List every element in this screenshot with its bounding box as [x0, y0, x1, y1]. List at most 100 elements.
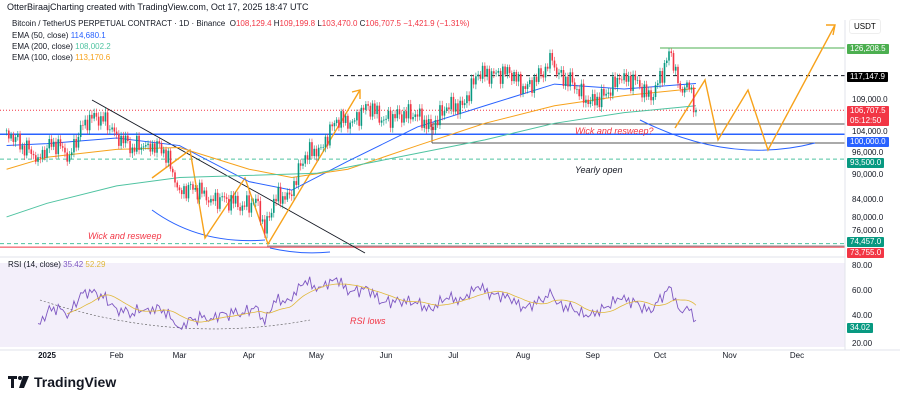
candle-body: [10, 134, 12, 139]
candle-body: [589, 101, 592, 105]
candle-body: [362, 107, 365, 110]
candle-body: [133, 147, 136, 152]
candle-body: [239, 207, 241, 211]
candle-body: [674, 66, 677, 71]
candle-body: [600, 88, 603, 108]
candle-body: [378, 105, 381, 123]
rsi-line: [37, 276, 697, 331]
candle-body: [400, 114, 403, 123]
candle-body: [88, 114, 91, 131]
candle-body: [654, 85, 657, 97]
rsi-legend[interactable]: RSI (14, close) 35.42 52.29: [8, 260, 105, 270]
candle-body: [531, 80, 533, 93]
candle-body: [52, 141, 55, 147]
candle-body: [138, 135, 140, 150]
time-tick: Apr: [242, 351, 256, 360]
candle-body: [284, 196, 286, 200]
candle-body: [450, 96, 452, 110]
ema200-legend[interactable]: EMA (200, close) 108,002.2: [12, 42, 111, 52]
candle-body: [311, 142, 313, 157]
candle-body: [573, 82, 576, 90]
candle-body: [324, 136, 327, 148]
currency-button[interactable]: USDT: [849, 19, 881, 34]
candle-body: [596, 96, 598, 106]
candle-body: [576, 89, 578, 90]
candle-body: [665, 60, 668, 64]
candle-body: [542, 74, 545, 78]
candle-body: [656, 83, 659, 86]
candle-body: [34, 155, 37, 162]
candle-body: [683, 87, 686, 93]
candle-body: [17, 133, 19, 138]
candle-body: [140, 147, 143, 150]
candle-body: [104, 112, 107, 122]
candle-body: [380, 120, 383, 123]
candle-body: [389, 110, 392, 128]
candle-body: [252, 202, 255, 204]
candle-body: [75, 139, 77, 148]
candle-body: [113, 127, 116, 132]
candle-body: [499, 70, 502, 84]
candle-body: [351, 121, 354, 123]
arrow-head-icon: [351, 89, 361, 99]
low2-tag: 73,755.0: [847, 248, 885, 258]
candle-body: [66, 152, 69, 162]
candle-body: [612, 76, 614, 96]
rsi-band: [0, 263, 845, 347]
candle-body: [353, 120, 356, 122]
symbol-title[interactable]: Bitcoin / TetherUS PERPETUAL CONTRACT · …: [12, 19, 226, 28]
candle-body: [111, 127, 113, 130]
candle-body: [255, 198, 257, 203]
candle-body: [360, 107, 363, 126]
candle-body: [127, 135, 129, 142]
candle-body: [369, 105, 372, 117]
open-value: 108,129.4: [235, 19, 272, 28]
candle-body: [472, 78, 475, 85]
candle-body: [97, 116, 100, 126]
round-level-tag: 100,000.0: [847, 137, 889, 147]
candle-body: [502, 66, 504, 84]
candle-body: [672, 53, 675, 71]
time-tick: Sep: [585, 351, 600, 360]
candle-body: [165, 149, 167, 163]
candle-body: [109, 129, 111, 131]
time-tick: Jun: [379, 351, 393, 360]
candle-body: [540, 68, 542, 75]
candle-body: [614, 76, 616, 88]
rsi-tick: 20.00: [852, 339, 873, 348]
candle-body: [189, 184, 192, 186]
candle-body: [19, 133, 21, 150]
candle-body: [477, 74, 479, 77]
ema200-value: 108,002.2: [75, 42, 111, 51]
candle-body: [57, 139, 60, 155]
candle-body: [77, 136, 80, 148]
candle-body: [686, 82, 688, 88]
candle-body: [317, 147, 320, 157]
candle-body: [365, 104, 367, 110]
candle-body: [145, 145, 147, 147]
ema100-legend[interactable]: EMA (100, close) 113,170.6: [12, 53, 110, 63]
candle-body: [441, 105, 444, 116]
ema50-legend[interactable]: EMA (50, close) 114,680.1: [12, 31, 106, 41]
candle-body: [243, 205, 246, 207]
candle-body: [376, 105, 378, 115]
candle-body: [160, 143, 163, 154]
candle-body: [331, 124, 333, 127]
ema200-label: EMA (200, close): [12, 42, 73, 51]
rsi-tick: 80.00: [852, 261, 873, 270]
candle-body: [302, 163, 304, 166]
drawings: [39, 24, 845, 330]
candle-body: [196, 188, 199, 200]
candle-body: [630, 75, 632, 91]
time-tick: Oct: [653, 351, 667, 360]
candle-body: [432, 126, 435, 130]
annotation-rsi-lows: RSI lows: [350, 316, 386, 326]
candle-body: [194, 188, 197, 190]
candle-body: [149, 143, 152, 152]
candle-body: [169, 150, 172, 169]
candle-body: [248, 195, 250, 213]
candle-body: [567, 76, 569, 87]
candle-body: [607, 92, 610, 94]
candle-body: [517, 74, 520, 82]
